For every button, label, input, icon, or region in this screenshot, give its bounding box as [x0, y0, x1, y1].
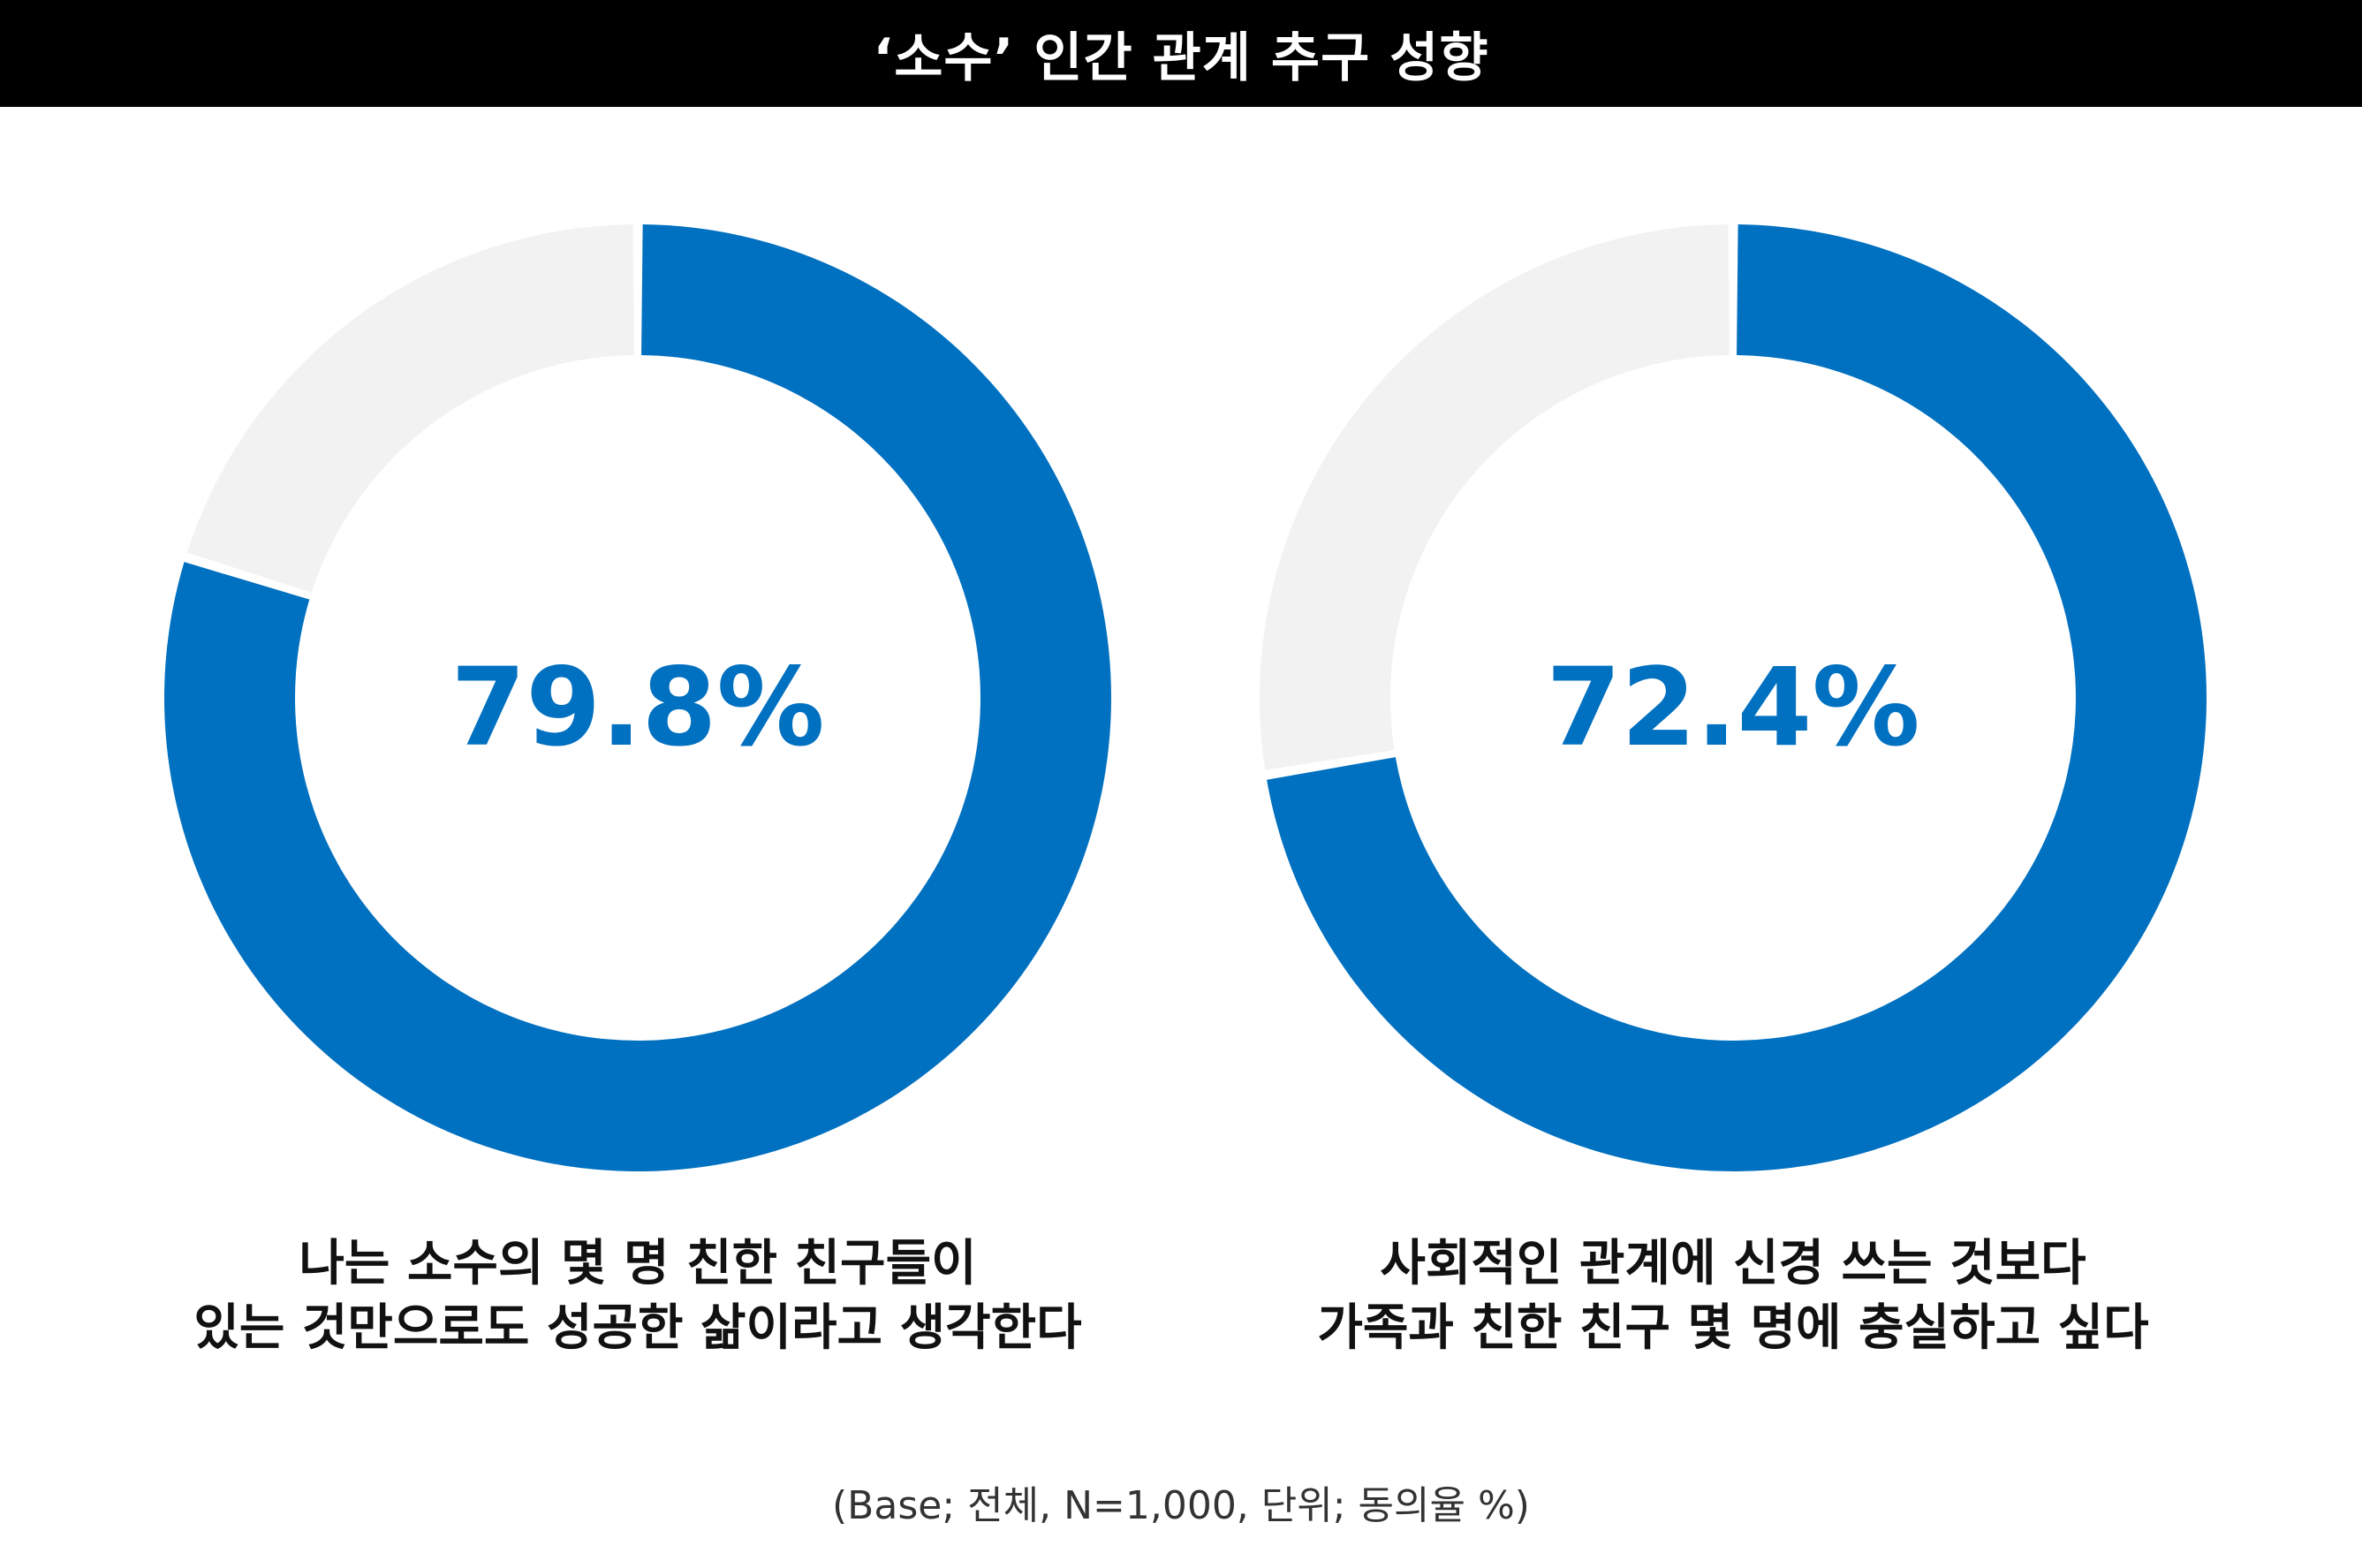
- chart-title: ‘소수’ 인간 관계 추구 성향: [873, 27, 1489, 89]
- donut-svg-left: [163, 224, 1111, 1171]
- donut-svg-right: [1260, 224, 2207, 1171]
- title-bar: ‘소수’ 인간 관계 추구 성향: [0, 0, 2362, 107]
- caption-right-line-1: 사회적인 관계에 신경 쓰는 것보다: [1380, 1235, 2086, 1292]
- caption-right: 사회적인 관계에 신경 쓰는 것보다 가족과 친한 친구 몇 명에 충실하고 싶…: [1185, 1232, 2281, 1361]
- footnote: (Base; 전체, N=1,000, 단위; 동의율 %): [832, 1483, 1530, 1528]
- caption-left-line-1: 나는 소수의 몇 명 친한 친구들이: [299, 1235, 977, 1292]
- donut-slice-remainder: [186, 224, 634, 593]
- donut-chart-left: 79.8%: [161, 221, 1115, 1175]
- donut-slice-remainder: [1260, 224, 1730, 770]
- caption-left-line-2: 있는 것만으로도 성공한 삶이라고 생각한다: [193, 1299, 1082, 1357]
- donut-chart-right: 72.4%: [1256, 221, 2210, 1175]
- center-value-right: 72.4%: [1546, 645, 1920, 770]
- caption-left: 나는 소수의 몇 명 친한 친구들이 있는 것만으로도 성공한 삶이라고 생각한…: [90, 1232, 1185, 1361]
- caption-right-line-2: 가족과 친한 친구 몇 명에 충실하고 싶다: [1317, 1299, 2149, 1357]
- center-value-left: 79.8%: [450, 645, 825, 770]
